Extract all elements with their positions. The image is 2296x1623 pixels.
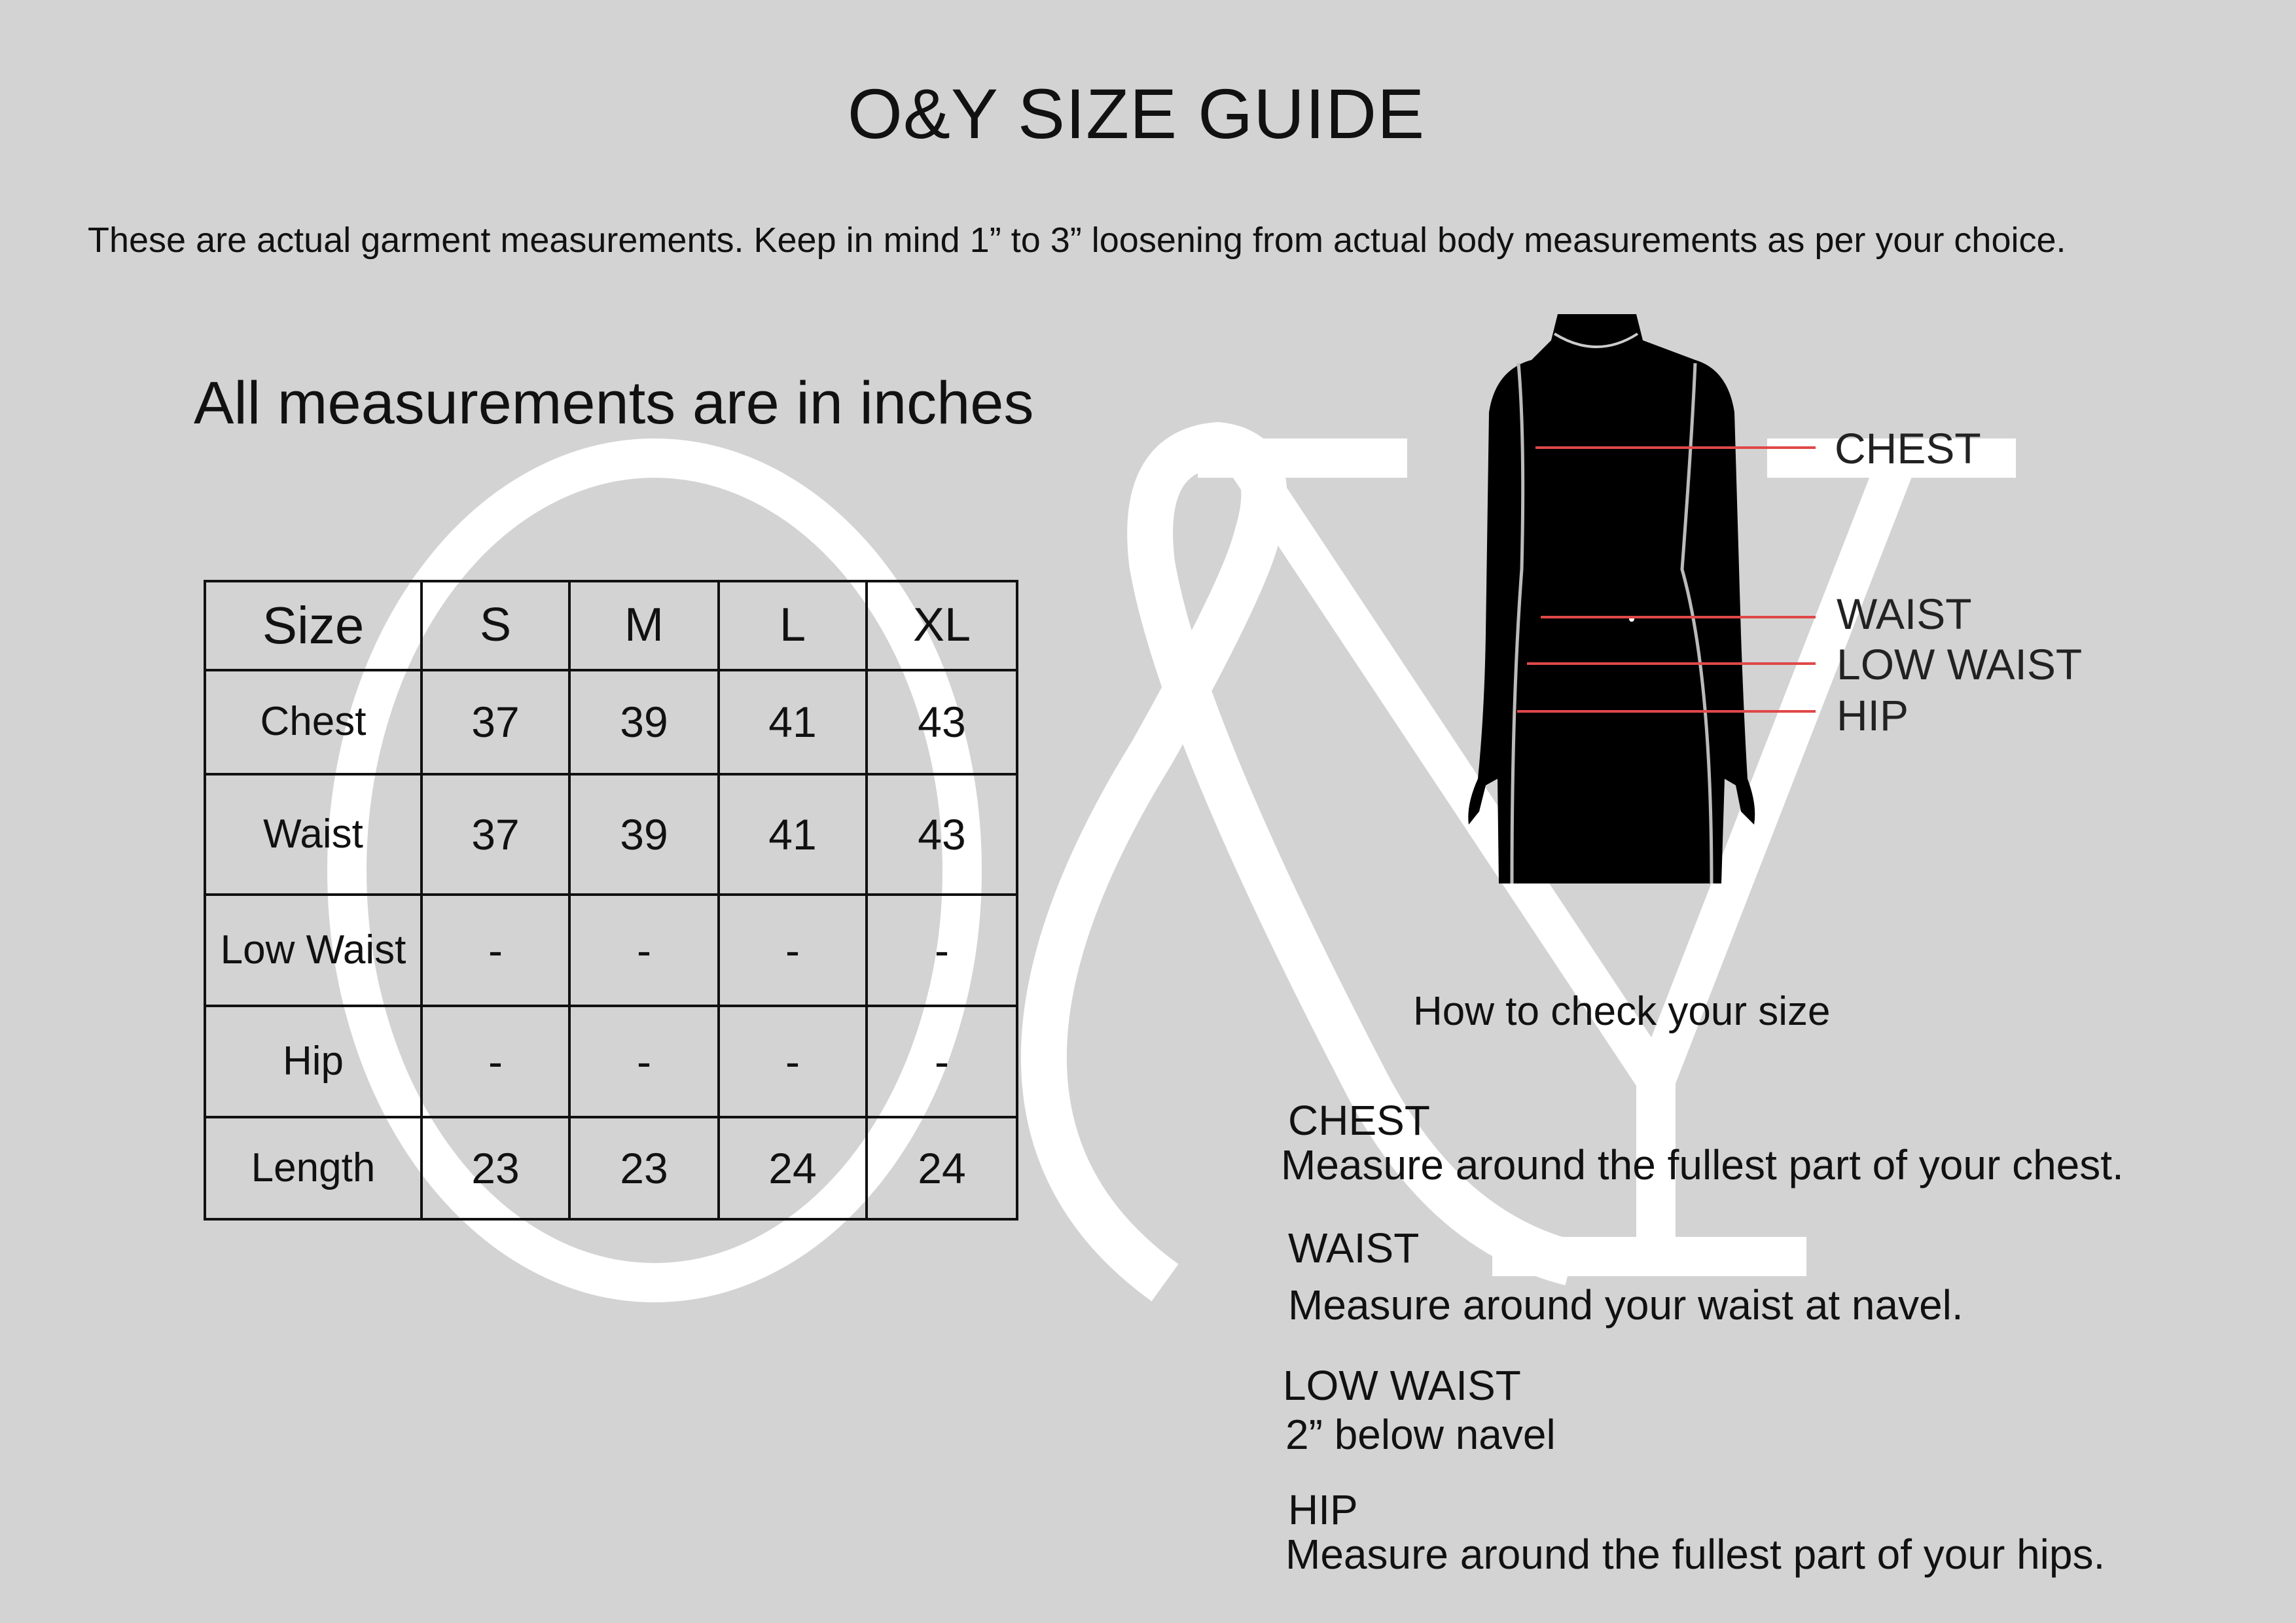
label-chest: CHEST bbox=[1835, 424, 1981, 473]
cell: 43 bbox=[865, 773, 1018, 896]
cell: 37 bbox=[420, 773, 571, 896]
cell: 41 bbox=[717, 669, 868, 776]
table-row: Chest 37 39 41 43 bbox=[204, 669, 1018, 776]
cell: 43 bbox=[865, 669, 1018, 776]
cell: - bbox=[420, 893, 571, 1007]
label-waist: WAIST bbox=[1837, 590, 1972, 638]
guide-waist-text: Measure around your waist at navel. bbox=[1288, 1281, 1964, 1329]
units-note: All measurements are in inches bbox=[194, 370, 1034, 437]
cell: 24 bbox=[717, 1116, 868, 1221]
header-xl: XL bbox=[865, 580, 1018, 671]
guide-chest-text: Measure around the fullest part of your … bbox=[1281, 1141, 2124, 1188]
subtitle: These are actual garment measurements. K… bbox=[88, 221, 2066, 260]
row-label: Waist bbox=[204, 773, 423, 896]
cell: - bbox=[568, 1005, 720, 1118]
cell: - bbox=[568, 893, 720, 1007]
row-label: Hip bbox=[204, 1005, 423, 1118]
label-low-waist: LOW WAIST bbox=[1837, 640, 2083, 688]
header-size: Size bbox=[204, 580, 423, 671]
cell: - bbox=[865, 1005, 1018, 1118]
label-hip: HIP bbox=[1837, 691, 1909, 740]
row-label: Length bbox=[204, 1116, 423, 1221]
cell: 23 bbox=[420, 1116, 571, 1221]
size-table: Size S M L XL Chest 37 39 41 43 Waist 37… bbox=[204, 580, 1018, 1221]
cell: 23 bbox=[568, 1116, 720, 1221]
table-header-row: Size S M L XL bbox=[204, 580, 1018, 671]
header-s: S bbox=[420, 580, 571, 671]
cell: 37 bbox=[420, 669, 571, 776]
guide-chest-title: CHEST bbox=[1288, 1097, 1430, 1144]
guide-hip-title: HIP bbox=[1288, 1486, 1358, 1533]
silhouette-shape bbox=[1468, 314, 1755, 883]
neckline bbox=[1553, 332, 1639, 348]
row-label: Chest bbox=[204, 669, 423, 776]
cell: - bbox=[717, 1005, 868, 1118]
guide-low-waist-text: 2” below navel bbox=[1285, 1411, 1556, 1458]
left-seam bbox=[1510, 363, 1525, 884]
header-m: M bbox=[568, 580, 720, 671]
guide-heading: How to check your size bbox=[1413, 989, 1831, 1034]
guide-waist-title: WAIST bbox=[1288, 1224, 1420, 1272]
right-seam bbox=[1680, 363, 1713, 884]
cell: - bbox=[865, 893, 1018, 1007]
cell: 39 bbox=[568, 669, 720, 776]
watermark-y bbox=[1198, 438, 2016, 1276]
table-row: Hip - - - - bbox=[204, 1005, 1018, 1118]
row-label: Low Waist bbox=[204, 893, 423, 1007]
header-l: L bbox=[717, 580, 868, 671]
cell: 24 bbox=[865, 1116, 1018, 1221]
table-row: Waist 37 39 41 43 bbox=[204, 773, 1018, 896]
cell: 39 bbox=[568, 773, 720, 896]
guide-low-waist-title: LOW WAIST bbox=[1283, 1362, 1521, 1409]
guide-hip-text: Measure around the fullest part of your … bbox=[1285, 1531, 2106, 1578]
cell: - bbox=[717, 893, 868, 1007]
body-silhouette bbox=[1468, 314, 1755, 884]
table-row: Length 23 23 24 24 bbox=[204, 1116, 1018, 1221]
page-title: O&Y SIZE GUIDE bbox=[847, 74, 1426, 153]
cell: - bbox=[420, 1005, 571, 1118]
cell: 41 bbox=[717, 773, 868, 896]
table-row: Low Waist - - - - bbox=[204, 893, 1018, 1007]
